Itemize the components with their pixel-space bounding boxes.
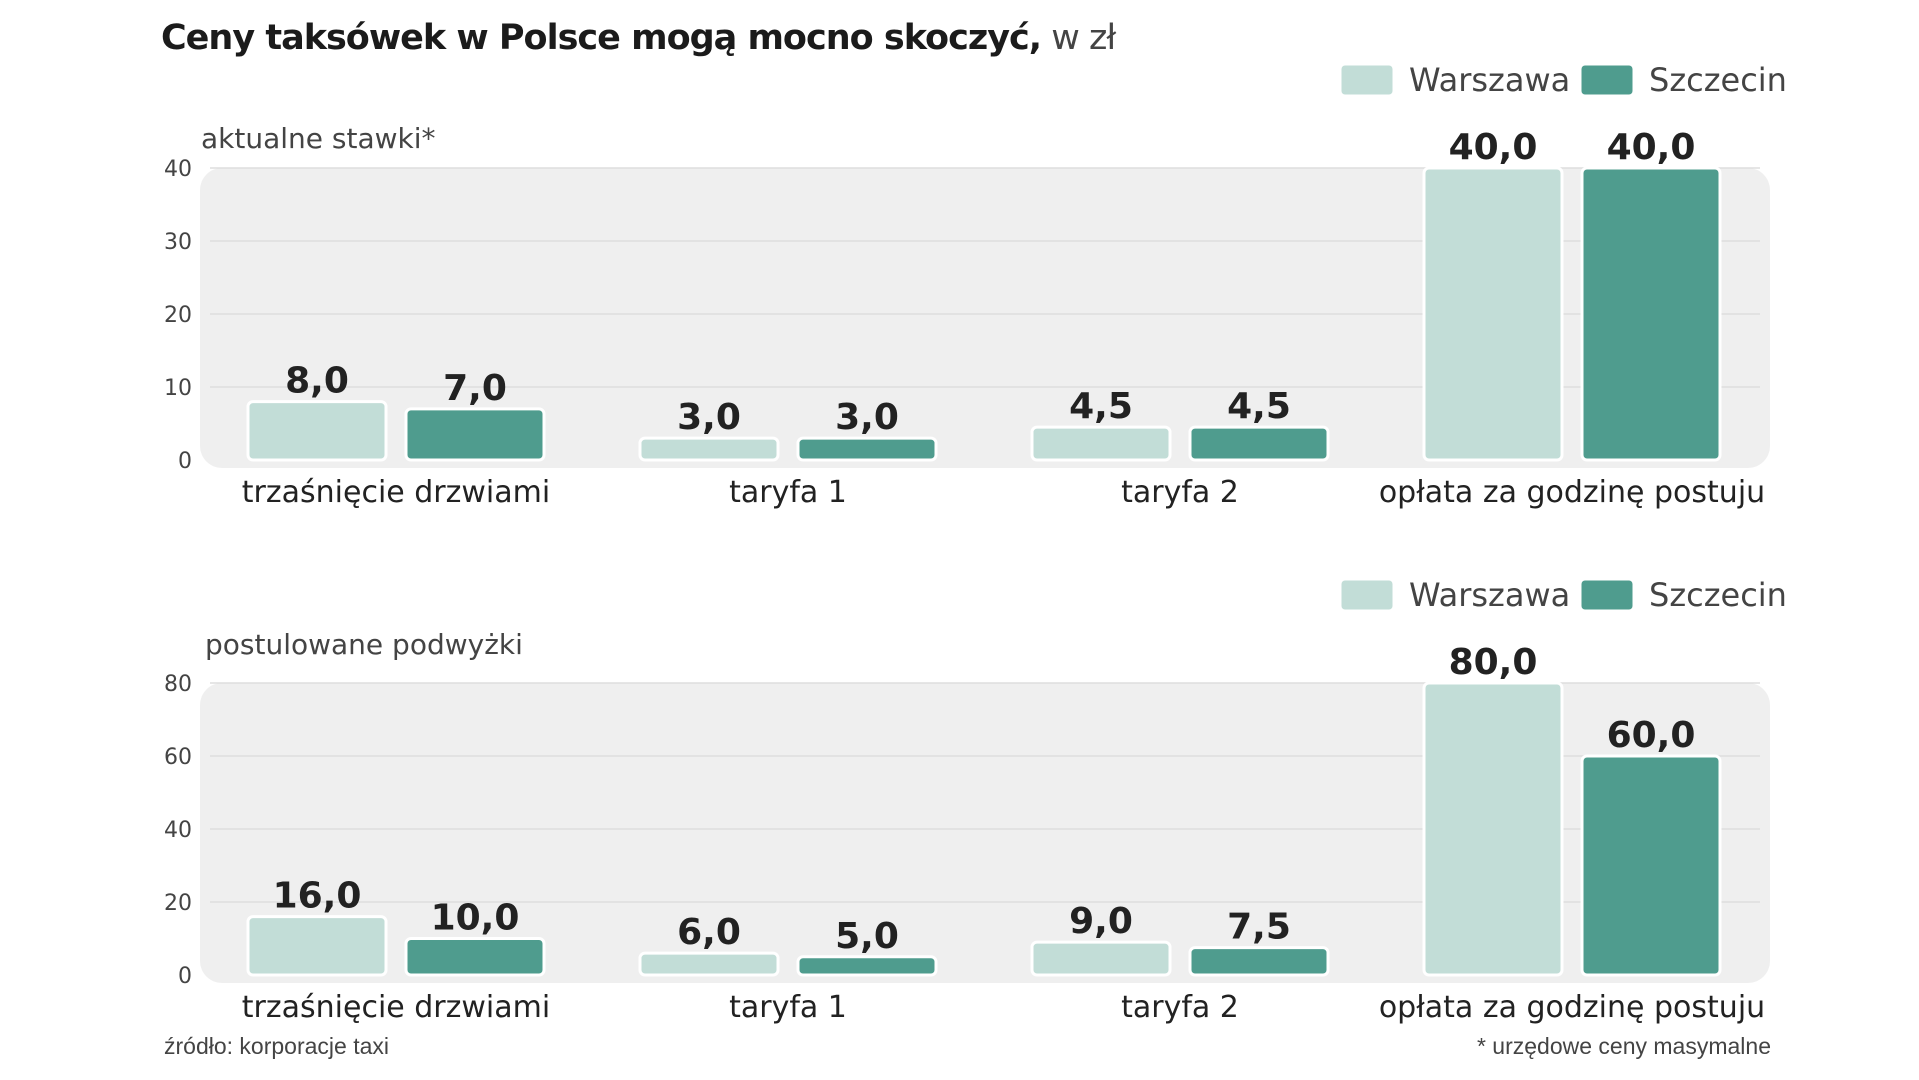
plot-background [200,168,1770,468]
bar [796,955,938,977]
legend-swatch [1578,62,1636,98]
bar-value-label: 8,0 [285,361,349,402]
bar-value-label: 40,0 [1449,127,1538,168]
category-label: taryfa 2 [1121,475,1239,510]
bar-value-label: 4,5 [1227,386,1291,427]
source-note: źródło: korporacje taxi [164,1033,389,1059]
bar-value-label: 16,0 [273,876,362,917]
legend-item: Warszawa [1338,61,1570,99]
y-tick-label: 30 [164,230,192,255]
legend-item: Szczecin [1578,61,1787,99]
bar-value-label: 60,0 [1607,715,1696,756]
bar [246,915,388,977]
bar-value-label: 6,0 [677,912,741,953]
y-tick-label: 0 [178,964,192,989]
bar-value-label: 4,5 [1069,386,1133,427]
legend-item: Szczecin [1578,576,1787,614]
bar-value-label: 9,0 [1069,901,1133,942]
legend-label: Warszawa [1409,61,1570,99]
title-main: Ceny taksówek w Polsce mogą mocno skoczy… [161,18,1042,58]
bar-value-label: 40,0 [1607,127,1696,168]
bar-value-label: 10,0 [431,898,520,939]
bar [1422,681,1564,977]
chart-title: Ceny taksówek w Polsce mogą mocno skoczy… [161,18,1116,58]
bar-value-label: 5,0 [835,916,899,957]
bar [638,436,780,462]
chart-subtitle: postulowane podwyżki [205,628,523,661]
category-label: trzaśnięcie drzwiami [242,990,550,1025]
legend-swatch [1578,577,1636,613]
bar-value-label: 7,5 [1227,907,1291,948]
y-tick-label: 20 [164,891,192,916]
bar [1188,946,1330,977]
bar [638,951,780,977]
bar [1030,940,1172,977]
category-label: taryfa 1 [729,475,847,510]
legend-label: Szczecin [1649,576,1787,614]
bar [1422,166,1564,462]
bar [1580,166,1722,462]
legend-swatch [1338,577,1396,613]
y-tick-label: 0 [178,449,192,474]
bar [1030,425,1172,462]
legend-label: Szczecin [1649,61,1787,99]
legend-label: Warszawa [1409,576,1570,614]
title-unit: w zł [1041,18,1116,58]
bar-value-label: 3,0 [677,397,741,438]
bar-value-label: 3,0 [835,397,899,438]
legend-swatch [1338,62,1396,98]
category-label: taryfa 2 [1121,990,1239,1025]
chart-proposed-increases: 0 20 40 60 80 postulowane podwyżki Warszawa Szc… [164,576,1787,1025]
footnote: * urzędowe ceny masymalne [1476,1033,1771,1059]
category-label: opłata za godzinę postuju [1379,990,1765,1025]
y-tick-label: 40 [164,157,192,182]
chart-current-rates: 0 10 20 30 40 aktualne stawki* Warszawa Szczeci… [164,61,1787,510]
y-tick-label: 60 [164,745,192,770]
bar [404,407,546,462]
bar [796,436,938,462]
category-label: opłata za godzinę postuju [1379,475,1765,510]
bar-value-label: 7,0 [443,368,507,409]
plot-background [200,683,1770,983]
bar [404,937,546,977]
bar-value-label: 80,0 [1449,642,1538,683]
bar [1188,425,1330,462]
bar [246,400,388,462]
y-tick-label: 40 [164,818,192,843]
category-label: taryfa 1 [729,990,847,1025]
y-tick-label: 20 [164,303,192,328]
bar [1580,754,1722,977]
category-label: trzaśnięcie drzwiami [242,475,550,510]
y-tick-label: 10 [164,376,192,401]
legend-item: Warszawa [1338,576,1570,614]
y-tick-label: 80 [164,672,192,697]
chart-subtitle: aktualne stawki* [201,122,436,155]
